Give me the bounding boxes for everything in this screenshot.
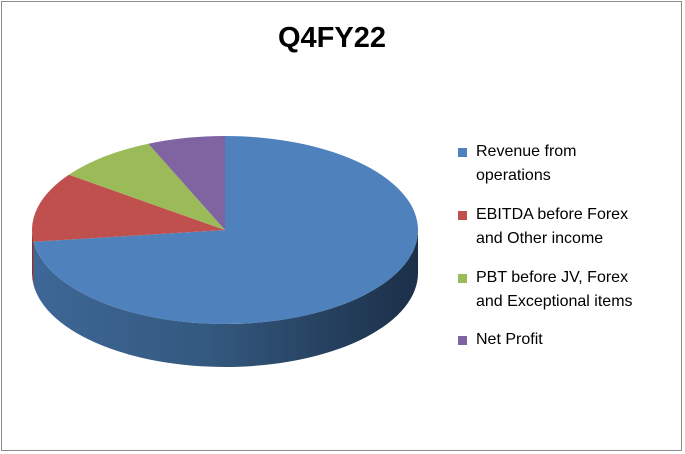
legend-item-ebitda: EBITDA before Forex and Other income: [458, 203, 628, 251]
pie-slices: [32, 136, 418, 324]
pie-slice-net-profit: [148, 136, 225, 230]
legend-swatch-net-profit: [458, 336, 467, 345]
legend-label-pbt-line2: and Exceptional items: [476, 293, 633, 310]
legend-item-net-profit: Net Profit: [458, 328, 543, 352]
legend-swatch-ebitda: [458, 211, 467, 220]
legend-label-ebitda-line1: EBITDA before Forex: [476, 206, 629, 223]
legend-swatch-revenue: [458, 148, 467, 157]
pie-slice-pbt: [68, 143, 226, 230]
legend-label-pbt-line1: PBT before JV, Forex: [476, 269, 629, 286]
legend-label-revenue-line2: operations: [476, 167, 551, 184]
pie-slice-revenue: [33, 136, 418, 324]
chart-title-text: Q4FY22: [278, 22, 386, 54]
legend-swatch-pbt: [458, 274, 467, 283]
pie-slice-ebitda-side: [32, 230, 34, 285]
pie-slice-ebitda: [32, 174, 226, 242]
pie-slice-revenue-side: [33, 230, 419, 367]
legend-label-ebitda-line2: and Other income: [476, 230, 604, 247]
pie-side-walls: [32, 230, 419, 367]
legend-item-pbt: PBT before JV, Forex and Exceptional ite…: [458, 266, 633, 314]
legend-label-revenue-line1: Revenue from: [476, 143, 577, 160]
legend-item-revenue: Revenue from operations: [458, 140, 577, 188]
legend-label-net-profit-line1: Net Profit: [476, 331, 543, 348]
